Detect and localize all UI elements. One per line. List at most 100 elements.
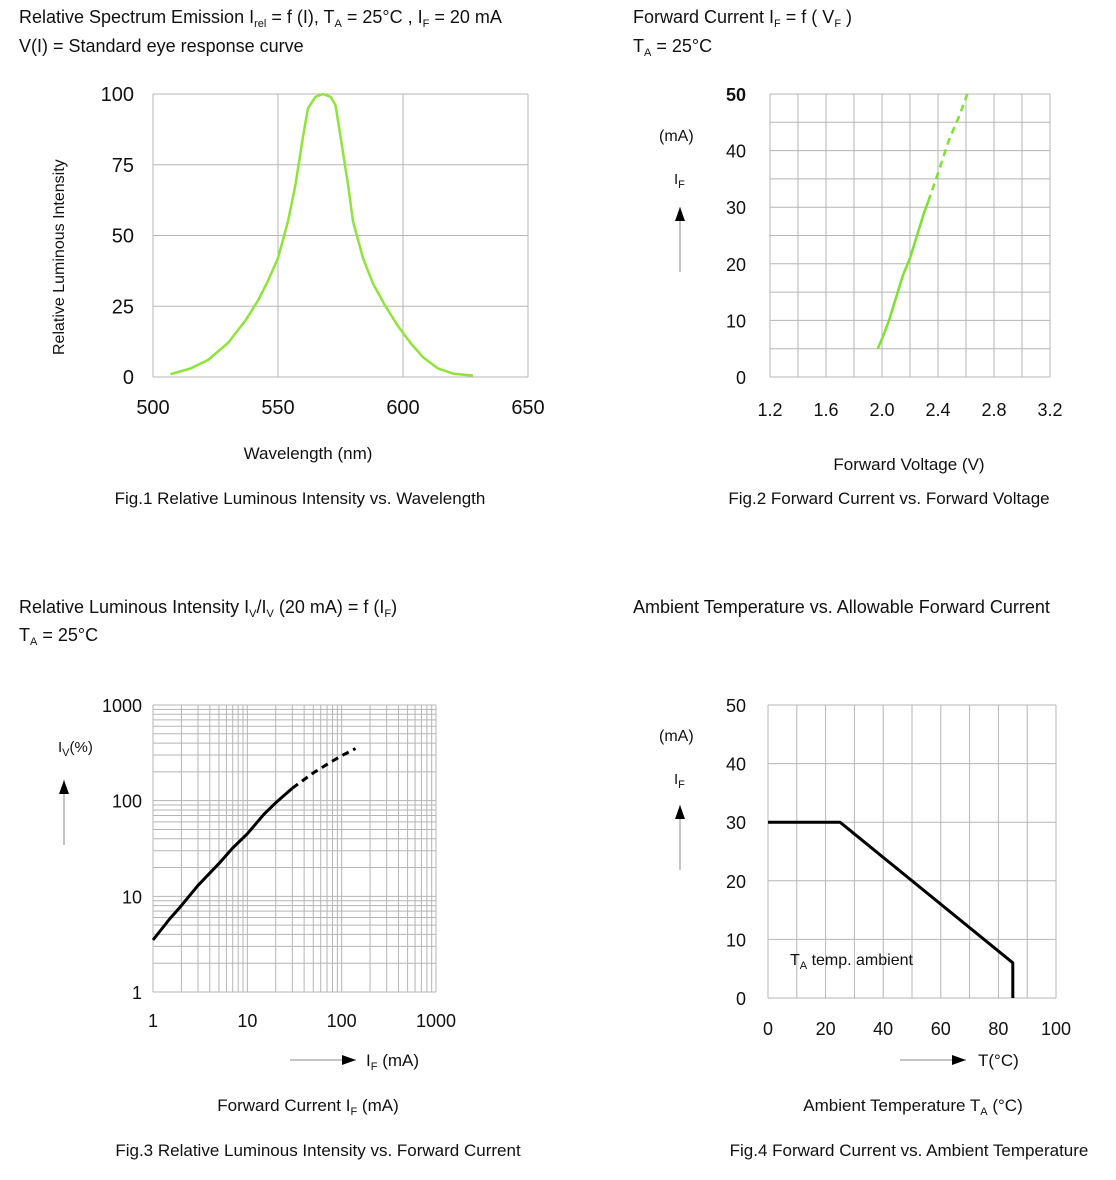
fig2-title-line1: Forward Current IF = f ( VF ) — [633, 7, 853, 30]
fig4-x-symbol: T(°C) — [978, 1051, 1019, 1070]
fig1-y-tick-label: 50 — [112, 226, 134, 248]
fig2-y-tick-label: 20 — [726, 255, 746, 275]
fig3-title-line2: TA = 25°C — [19, 625, 99, 648]
text-segment: T — [790, 952, 800, 969]
fig3-caption: Fig.3 Relative Luminous Intensity vs. Fo… — [115, 1141, 521, 1160]
fig4-x-tick-label: 60 — [931, 1019, 951, 1039]
fig3-x-axis-label: Forward Current IF (mA) — [217, 1096, 399, 1118]
text-segment: Relative Spectrum Emission I — [19, 7, 255, 27]
fig2-y-tick-label: 50 — [726, 85, 746, 105]
fig1-y-tick-label: 0 — [123, 367, 134, 389]
subscript: A — [30, 636, 38, 648]
fig2-y-unit: (mA) — [659, 128, 694, 145]
text-segment: Ambient Temperature vs. Allowable Forwar… — [633, 597, 1050, 617]
text-segment: /I — [256, 597, 267, 617]
subscript: V — [266, 608, 274, 620]
fig1-series-line-solid — [170, 92, 474, 377]
fig1-y-tick-label: 25 — [112, 296, 134, 318]
fig1-y-tick-label: 75 — [112, 155, 134, 177]
text-segment: (mA) — [357, 1096, 399, 1115]
fig1-x-tick-label: 650 — [511, 397, 544, 419]
fig3-series-line-dashed — [291, 747, 357, 790]
subscript: F — [350, 1106, 358, 1118]
fig1-x-axis-label: Wavelength (nm) — [243, 444, 373, 463]
subscript: A — [799, 960, 808, 972]
fig3-x-tick-label: 1 — [148, 1011, 158, 1031]
fig4-x-tick-label: 0 — [763, 1019, 773, 1039]
text-segment: (%) — [69, 739, 93, 756]
subscript: V — [249, 608, 257, 620]
fig4-x-tick-label: 40 — [873, 1019, 893, 1039]
text-segment: = 25°C — [651, 36, 713, 56]
fig2-y-arrow-head — [675, 207, 685, 221]
fig2-x-tick-label: 3.2 — [1037, 400, 1062, 420]
fig1-title-line2: V(I) = Standard eye response curve — [19, 36, 304, 56]
fig2-caption: Fig.2 Forward Current vs. Forward Voltag… — [728, 489, 1050, 508]
fig4-annotation: TA temp. ambient — [790, 952, 913, 972]
subscript: A — [644, 47, 652, 59]
subscript: A — [334, 18, 342, 30]
fig3-y-tick-label: 10 — [122, 887, 142, 907]
fig3-y-symbol: IV(%) — [58, 739, 93, 759]
fig2-y-tick-label: 30 — [726, 198, 746, 218]
fig4-series-line-solid — [768, 820, 1015, 998]
subscript: F — [384, 608, 392, 620]
fig1-title-line1: Relative Spectrum Emission Irel = f (I),… — [19, 7, 502, 30]
subscript: F — [422, 18, 430, 30]
fig2-x-tick-label: 1.2 — [757, 400, 782, 420]
fig3-x-arrow-head — [342, 1055, 356, 1065]
text-segment: I — [58, 739, 63, 756]
fig3-y-tick-label: 1 — [132, 983, 142, 1003]
text-segment: (°C) — [987, 1096, 1023, 1115]
fig4-y-tick-label: 0 — [736, 989, 746, 1009]
fig2-x-axis-label: Forward Voltage (V) — [833, 455, 985, 474]
fig2-y-tick-label: 40 — [726, 142, 746, 162]
fig4-y-tick-label: 50 — [726, 696, 746, 716]
fig3-title-line1: Relative Luminous Intensity IV/IV (20 mA… — [19, 597, 397, 620]
text-segment: I — [674, 771, 679, 788]
subscript: F — [678, 179, 685, 191]
fig1-x-tick-label: 600 — [386, 397, 419, 419]
text-segment: Forward Current I — [217, 1096, 351, 1115]
text-segment: ) — [841, 7, 853, 27]
fig3-x-symbol: IF (mA) — [366, 1051, 420, 1073]
fig2-y-symbol: IF — [674, 172, 685, 191]
fig2-x-tick-label: 2.4 — [925, 400, 950, 420]
subscript: rel — [254, 18, 267, 30]
fig4-y-arrow-head — [675, 805, 685, 819]
fig1-y-tick-label: 100 — [101, 84, 134, 106]
text-segment: I — [366, 1051, 371, 1070]
fig1-x-tick-label: 550 — [261, 397, 294, 419]
fig1-y-axis-label: Relative Luminous Intensity — [51, 159, 68, 355]
subscript: F — [774, 18, 781, 30]
fig4-title: Ambient Temperature vs. Allowable Forwar… — [633, 598, 1050, 616]
fig4-y-tick-label: 40 — [726, 755, 746, 775]
fig1-caption: Fig.1 Relative Luminous Intensity vs. Wa… — [114, 489, 486, 508]
text-segment: = 20 mA — [429, 7, 502, 27]
fig3-x-tick-label: 1000 — [416, 1011, 456, 1031]
subscript: F — [370, 1061, 378, 1073]
text-segment: Forward Current I — [633, 7, 775, 27]
text-segment: = 25°C — [37, 625, 99, 645]
fig3-y-arrow-head — [59, 780, 69, 794]
text-segment: Relative Luminous Intensity I — [19, 597, 250, 617]
text-segment: (20 mA) = f (I — [273, 597, 385, 617]
fig1-x-tick-label: 500 — [136, 397, 169, 419]
text-segment: = f ( V — [780, 7, 835, 27]
fig4-x-tick-label: 80 — [988, 1019, 1008, 1039]
fig3-series-line-solid — [151, 787, 294, 941]
fig3-x-tick-label: 100 — [327, 1011, 357, 1031]
fig4-y-unit: (mA) — [659, 728, 694, 745]
text-segment: = f (I), T — [266, 7, 335, 27]
fig4-x-tick-label: 20 — [816, 1019, 836, 1039]
fig2-series-line-dashed — [927, 93, 969, 202]
subscript: A — [980, 1106, 988, 1118]
subscript: F — [678, 779, 685, 791]
text-segment: T — [19, 625, 30, 645]
subscript: V — [62, 747, 70, 759]
fig3-y-tick-label: 100 — [112, 792, 142, 812]
fig2-y-tick-label: 0 — [736, 368, 746, 388]
text-segment: (mA) — [377, 1051, 420, 1070]
text-segment: temp. ambient — [807, 952, 913, 969]
